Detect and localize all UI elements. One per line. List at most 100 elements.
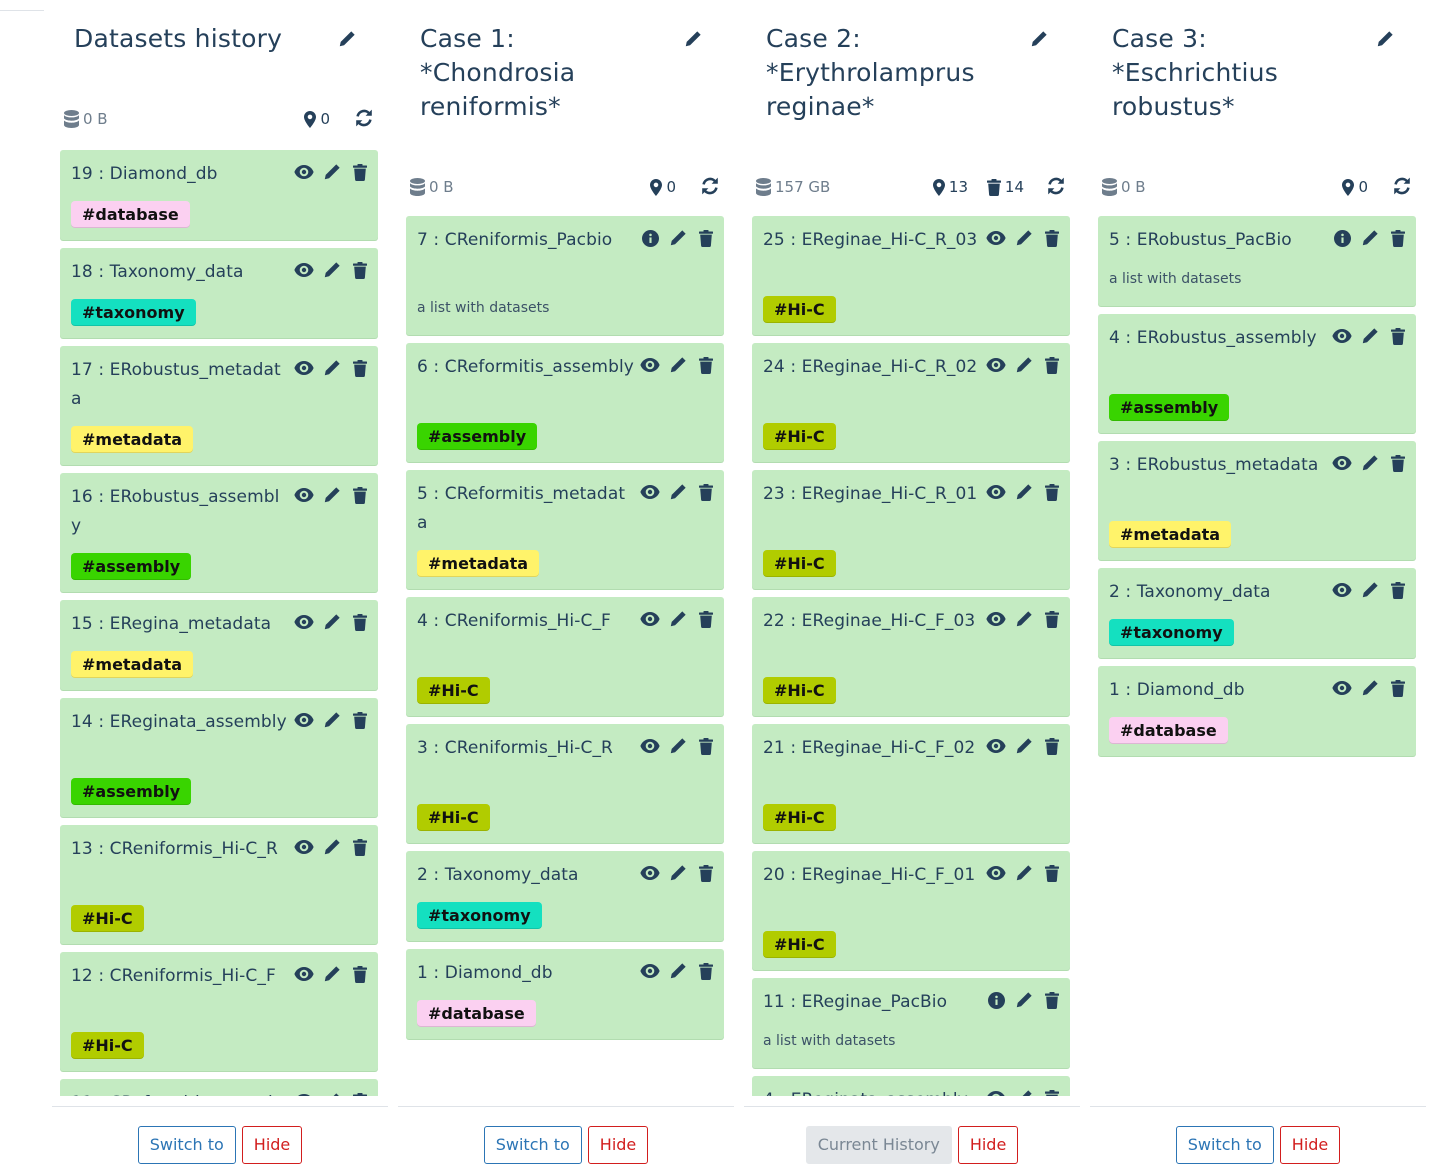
eye-icon[interactable] — [640, 961, 660, 981]
pencil-icon[interactable] — [1360, 453, 1380, 473]
eye-icon[interactable] — [640, 736, 660, 756]
dataset-name[interactable]: 24 : EReginae_Hi-C_R_02 — [763, 357, 978, 377]
shown-count-filter[interactable]: 13 — [932, 178, 968, 196]
pencil-icon[interactable] — [1360, 326, 1380, 346]
edit-history-pencil-icon[interactable] — [1376, 30, 1398, 52]
eye-icon[interactable] — [294, 485, 314, 505]
eye-icon[interactable] — [294, 1091, 314, 1096]
dataset-item[interactable]: 2 : Taxonomy_data #taxonomy — [1098, 568, 1416, 658]
edit-history-pencil-icon[interactable] — [1030, 30, 1052, 52]
eye-icon[interactable] — [294, 260, 314, 280]
dataset-name[interactable]: 14 : EReginata_assembly — [71, 712, 287, 732]
dataset-item[interactable]: 20 : EReginae_Hi-C_F_01 #Hi-C — [752, 851, 1070, 970]
tag-metadata[interactable]: #metadata — [71, 426, 194, 453]
pencil-icon[interactable] — [1014, 482, 1034, 502]
trash-icon[interactable] — [1042, 609, 1062, 629]
dataset-name[interactable]: 20 : EReginae_Hi-C_F_01 — [763, 865, 976, 885]
switch-to-button[interactable]: Switch to — [1175, 1126, 1274, 1164]
eye-icon[interactable] — [1332, 453, 1352, 473]
dataset-name[interactable]: 3 : ERobustus_metadata — [1109, 455, 1319, 475]
pencil-icon[interactable] — [322, 162, 342, 182]
trash-icon[interactable] — [1042, 736, 1062, 756]
pencil-icon[interactable] — [668, 355, 688, 375]
tag-hi-c[interactable]: #Hi-C — [763, 550, 836, 577]
trash-icon[interactable] — [1042, 228, 1062, 248]
dataset-name[interactable]: 21 : EReginae_Hi-C_F_02 — [763, 738, 976, 758]
hide-button[interactable]: Hide — [957, 1126, 1019, 1164]
dataset-item[interactable]: 4 : CReniformis_Hi-C_F #Hi-C — [406, 597, 724, 716]
trash-icon[interactable] — [1388, 228, 1408, 248]
trash-icon[interactable] — [696, 961, 716, 981]
dataset-item[interactable]: 5 : ERobustus_PacBio a list with datasets — [1098, 216, 1416, 306]
dataset-name[interactable]: 22 : EReginae_Hi-C_F_03 — [763, 611, 976, 631]
eye-icon[interactable] — [294, 710, 314, 730]
dataset-name[interactable]: 6 : CReformitis_assembly — [417, 357, 634, 377]
tag-hi-c[interactable]: #Hi-C — [763, 296, 836, 323]
tag-hi-c[interactable]: #Hi-C — [417, 677, 490, 704]
pencil-icon[interactable] — [1014, 1088, 1034, 1096]
trash-icon[interactable] — [350, 260, 370, 280]
dataset-name[interactable]: 19 : Diamond_db — [71, 164, 218, 184]
tag-assembly[interactable]: #assembly — [1109, 394, 1230, 421]
trash-icon[interactable] — [350, 612, 370, 632]
dataset-item[interactable]: 7 : CReniformis_Pacbio a list with datase… — [406, 216, 724, 335]
eye-icon[interactable] — [640, 609, 660, 629]
pencil-icon[interactable] — [1014, 736, 1034, 756]
dataset-item[interactable]: 1 : Diamond_db #database — [1098, 666, 1416, 756]
trash-icon[interactable] — [350, 964, 370, 984]
tag-hi-c[interactable]: #Hi-C — [763, 677, 836, 704]
hide-button[interactable]: Hide — [587, 1126, 649, 1164]
trash-icon[interactable] — [1042, 355, 1062, 375]
tag-assembly[interactable]: #assembly — [71, 778, 192, 805]
edit-history-pencil-icon[interactable] — [338, 30, 360, 52]
dataset-item[interactable]: 12 : CReniformis_Hi-C_F #Hi-C — [60, 952, 378, 1071]
trash-icon[interactable] — [1388, 678, 1408, 698]
pencil-icon[interactable] — [1014, 863, 1034, 883]
pencil-icon[interactable] — [322, 837, 342, 857]
dataset-name[interactable]: 15 : ERegina_metadata — [71, 614, 272, 634]
pencil-icon[interactable] — [668, 961, 688, 981]
dataset-item[interactable]: 22 : EReginae_Hi-C_F_03 #Hi-C — [752, 597, 1070, 716]
dataset-item[interactable]: 3 : CReniformis_Hi-C_R #Hi-C — [406, 724, 724, 843]
trash-icon[interactable] — [1042, 1088, 1062, 1096]
trash-icon[interactable] — [350, 1091, 370, 1096]
tag-metadata[interactable]: #metadata — [1109, 521, 1232, 548]
shown-count-filter[interactable]: 0 — [650, 178, 676, 196]
trash-icon[interactable] — [1388, 580, 1408, 600]
refresh-icon[interactable] — [700, 176, 720, 196]
eye-icon[interactable] — [986, 863, 1006, 883]
dataset-item[interactable]: 11 : CReformitis_metadata#metadata — [60, 1079, 378, 1096]
pencil-icon[interactable] — [322, 358, 342, 378]
dataset-item[interactable]: 14 : EReginata_assembly #assembly — [60, 698, 378, 817]
dataset-item[interactable]: 3 : ERobustus_metadata #metadata — [1098, 441, 1416, 560]
dataset-name[interactable]: 13 : CReniformis_Hi-C_R — [71, 839, 278, 859]
info-icon[interactable] — [986, 990, 1006, 1010]
pencil-icon[interactable] — [668, 736, 688, 756]
eye-icon[interactable] — [294, 612, 314, 632]
dataset-item[interactable]: 5 : CReformitis_metadata #metadata — [406, 470, 724, 589]
eye-icon[interactable] — [1332, 326, 1352, 346]
trash-icon[interactable] — [696, 482, 716, 502]
tag-hi-c[interactable]: #Hi-C — [71, 905, 144, 932]
trash-icon[interactable] — [696, 609, 716, 629]
dataset-name[interactable]: 18 : Taxonomy_data — [71, 262, 244, 282]
dataset-item[interactable]: 19 : Diamond_db #database — [60, 150, 378, 240]
dataset-item[interactable]: 18 : Taxonomy_data #taxonomy — [60, 248, 378, 338]
tag-hi-c[interactable]: #Hi-C — [417, 804, 490, 831]
tag-metadata[interactable]: #metadata — [71, 651, 194, 678]
pencil-icon[interactable] — [1014, 355, 1034, 375]
eye-icon[interactable] — [986, 736, 1006, 756]
switch-to-button[interactable]: Switch to — [483, 1126, 582, 1164]
pencil-icon[interactable] — [668, 228, 688, 248]
trash-icon[interactable] — [1042, 990, 1062, 1010]
eye-icon[interactable] — [294, 837, 314, 857]
tag-assembly[interactable]: #assembly — [71, 553, 192, 580]
tag-taxonomy[interactable]: #taxonomy — [1109, 619, 1234, 646]
dataset-name[interactable]: 1 : Diamond_db — [1109, 680, 1245, 700]
dataset-item[interactable]: 15 : ERegina_metadata #metadata — [60, 600, 378, 690]
tag-taxonomy[interactable]: #taxonomy — [71, 299, 196, 326]
tag-assembly[interactable]: #assembly — [417, 423, 538, 450]
pencil-icon[interactable] — [322, 485, 342, 505]
refresh-icon[interactable] — [1392, 176, 1412, 196]
dataset-item[interactable]: 11 : EReginae_PacBio a list with datasets — [752, 978, 1070, 1068]
